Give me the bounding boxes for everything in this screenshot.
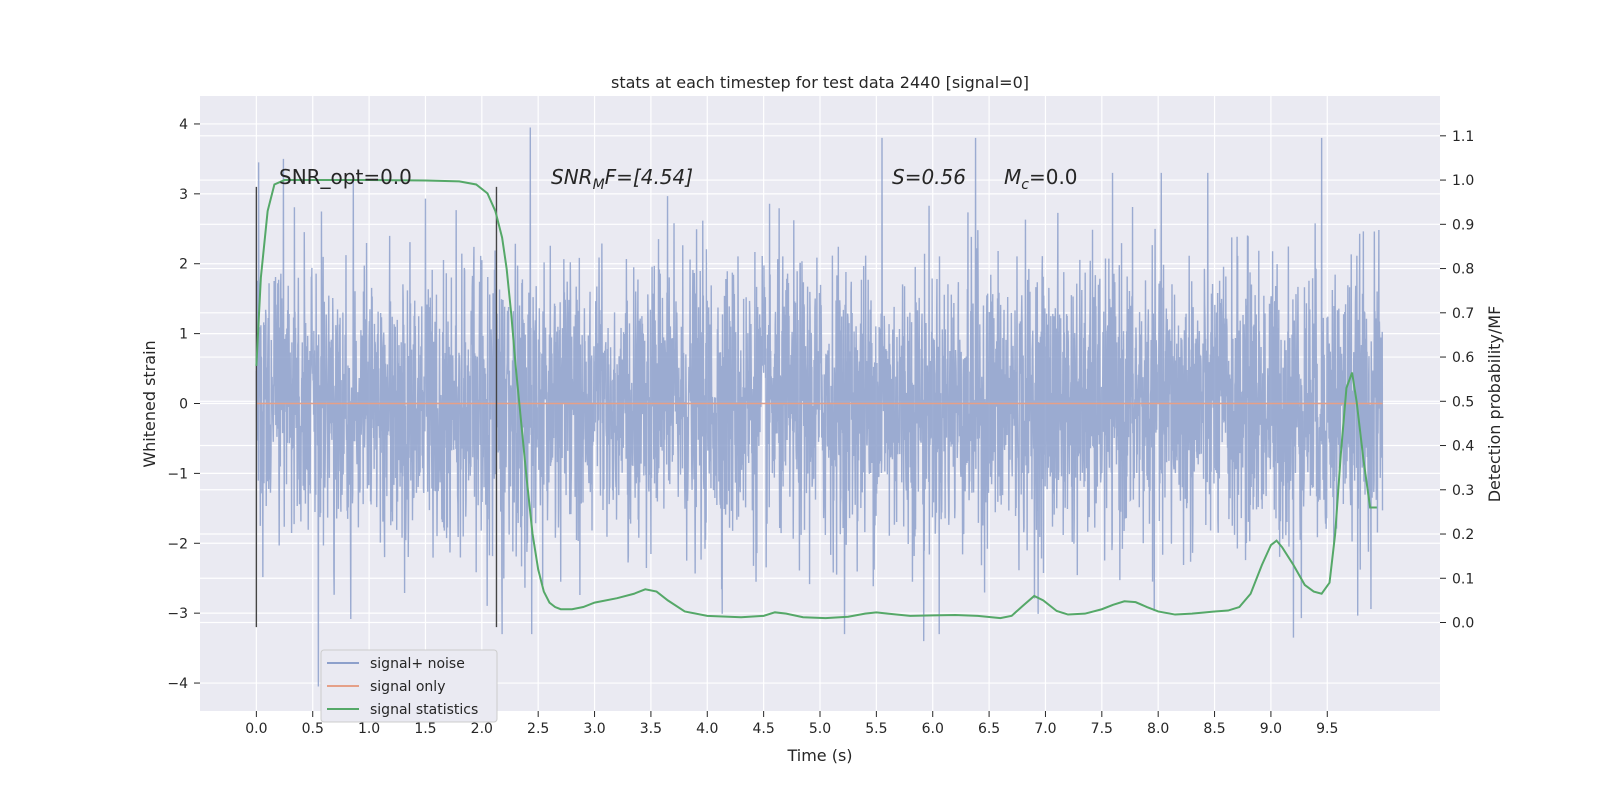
mc-rest: =0.0	[1029, 165, 1078, 189]
y2-tick-label: 0.9	[1452, 217, 1474, 233]
annotation-snr-opt: SNR_opt=0.0	[279, 165, 412, 189]
x-tick-label: 5.0	[809, 721, 831, 737]
annotation-s: S=0.56	[892, 165, 966, 189]
y2-tick-label: 0.6	[1452, 350, 1474, 366]
y-tick-label: 1	[179, 327, 188, 343]
x-tick-label: 9.5	[1316, 721, 1338, 737]
x-tick-label: 5.5	[865, 721, 887, 737]
y2-tick-label: 1.1	[1452, 129, 1474, 145]
x-ticks: 0.0 0.5 1.0 1.5 2.0 2.5 3.0 3.5 4.0 4.5 5.0 5.5 6.0 6…	[245, 711, 1338, 737]
x-tick-label: 8.5	[1203, 721, 1225, 737]
legend-label-noise: signal+ noise	[370, 656, 465, 672]
y-axis-label: Whitened strain	[140, 340, 159, 467]
x-tick-label: 6.5	[978, 721, 1000, 737]
y-tick-label: 0	[179, 397, 188, 413]
legend-box	[320, 649, 498, 723]
y-tick-label: −4	[167, 676, 188, 692]
snr-mf-rest: F=[4.54]	[605, 165, 693, 189]
y-tick-label: −1	[167, 466, 188, 482]
mc-base: M	[1004, 165, 1021, 189]
y-tick-label: 2	[179, 257, 188, 273]
y2-tick-label: 0.3	[1452, 483, 1474, 499]
y2-axis-label: Detection probability/MF	[1485, 306, 1504, 503]
y-tick-label: 4	[179, 117, 188, 133]
legend-label-stats: signal statistics	[370, 702, 478, 718]
x-tick-label: 6.0	[922, 721, 944, 737]
annotation-snr-mf: SNRMF=[4.54]	[551, 165, 693, 193]
y2-tick-label: 0.7	[1452, 306, 1474, 322]
legend: signal+ noise signal only signal statist…	[320, 649, 498, 723]
y-tick-label: 3	[179, 187, 188, 203]
snr-mf-base: SNR	[551, 165, 593, 189]
signal-noise-line	[255, 127, 1384, 687]
y-ticks: 4 3 2 1 0 −1 −2 −3 −4	[167, 117, 200, 692]
x-tick-label: 7.0	[1034, 721, 1056, 737]
y2-tick-label: 0.5	[1452, 394, 1474, 410]
y2-tick-label: 0.4	[1452, 439, 1474, 455]
x-tick-label: 1.0	[358, 721, 380, 737]
y2-tick-label: 0.8	[1452, 262, 1474, 278]
y2-tick-label: 0.2	[1452, 527, 1474, 543]
x-tick-label: 0.0	[245, 721, 267, 737]
x-tick-label: 1.5	[414, 721, 436, 737]
x-tick-label: 3.0	[583, 721, 605, 737]
signal-statistics-line	[255, 179, 1377, 620]
x-tick-label: 0.5	[302, 721, 324, 737]
vertical-markers	[255, 186, 498, 628]
mc-sub: c	[1021, 177, 1029, 193]
y-tick-label: −3	[167, 606, 188, 622]
y2-tick-label: 0.1	[1452, 571, 1474, 587]
y2-tick-label: 0.0	[1452, 616, 1474, 632]
y2-ticks: 0.0 0.1 0.2 0.3 0.4 0.5 0.6 0.7 0.8 0.9 1.0 1.1	[1440, 129, 1474, 632]
x-tick-label: 9.0	[1260, 721, 1282, 737]
snr-mf-sub: M	[593, 177, 605, 193]
x-tick-label: 2.0	[471, 721, 493, 737]
y2-tick-label: 1.0	[1452, 173, 1474, 189]
signal-statistics-layer	[255, 179, 1377, 620]
legend-label-signal: signal only	[370, 679, 445, 695]
chart-title: stats at each timestep for test data 244…	[611, 73, 1029, 92]
x-tick-label: 4.5	[753, 721, 775, 737]
x-tick-label: 3.5	[640, 721, 662, 737]
x-axis-label: Time (s)	[786, 746, 852, 765]
x-tick-label: 7.5	[1091, 721, 1113, 737]
y-tick-label: −2	[167, 536, 188, 552]
x-tick-label: 8.0	[1147, 721, 1169, 737]
signal-noise-layer	[255, 127, 1384, 687]
annotation-mc: Mc=0.0	[1004, 165, 1078, 193]
x-tick-label: 4.0	[696, 721, 718, 737]
x-tick-label: 2.5	[527, 721, 549, 737]
